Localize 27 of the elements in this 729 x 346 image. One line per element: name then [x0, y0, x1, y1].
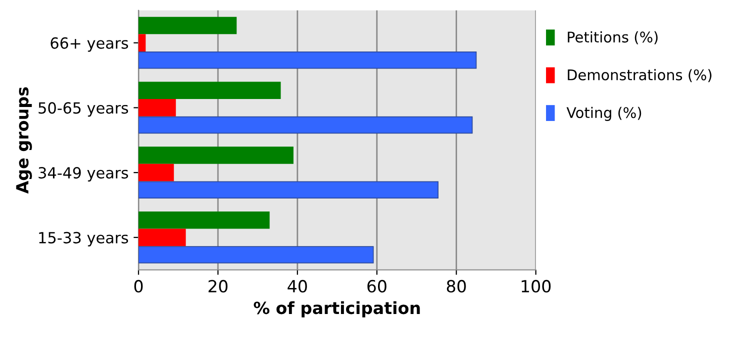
bar: [138, 34, 146, 52]
bar: [138, 146, 294, 164]
y-tick-label: 50-65 years: [38, 102, 128, 117]
y-tick-label: 34-49 years: [38, 167, 128, 182]
y-axis-title: Age groups: [16, 87, 32, 194]
bar: [138, 99, 176, 116]
bar: [138, 16, 237, 34]
y-tick-label: 15-33 years: [39, 232, 128, 246]
bar: [138, 82, 281, 100]
legend-label: Voting (%): [566, 106, 642, 121]
bar: [138, 116, 473, 134]
bar: [138, 212, 270, 229]
bar: [138, 164, 174, 182]
bar: [138, 51, 477, 69]
x-tick-label: 0: [134, 280, 143, 293]
x-tick-label: 100: [522, 280, 551, 293]
x-axis-title: % of participation: [254, 301, 420, 318]
legend-label: Demonstrations (%): [568, 69, 712, 82]
x-tick-label: 40: [288, 280, 307, 293]
x-tick-label: 60: [367, 280, 386, 293]
legend-label: Petitions (%): [568, 31, 658, 44]
bar: [138, 246, 374, 264]
x-tick-label: 20: [208, 280, 228, 293]
y-tick-label: 66+ years: [50, 37, 128, 52]
bar: [138, 181, 438, 199]
x-tick-label: 80: [446, 280, 466, 293]
bar: [138, 228, 186, 246]
